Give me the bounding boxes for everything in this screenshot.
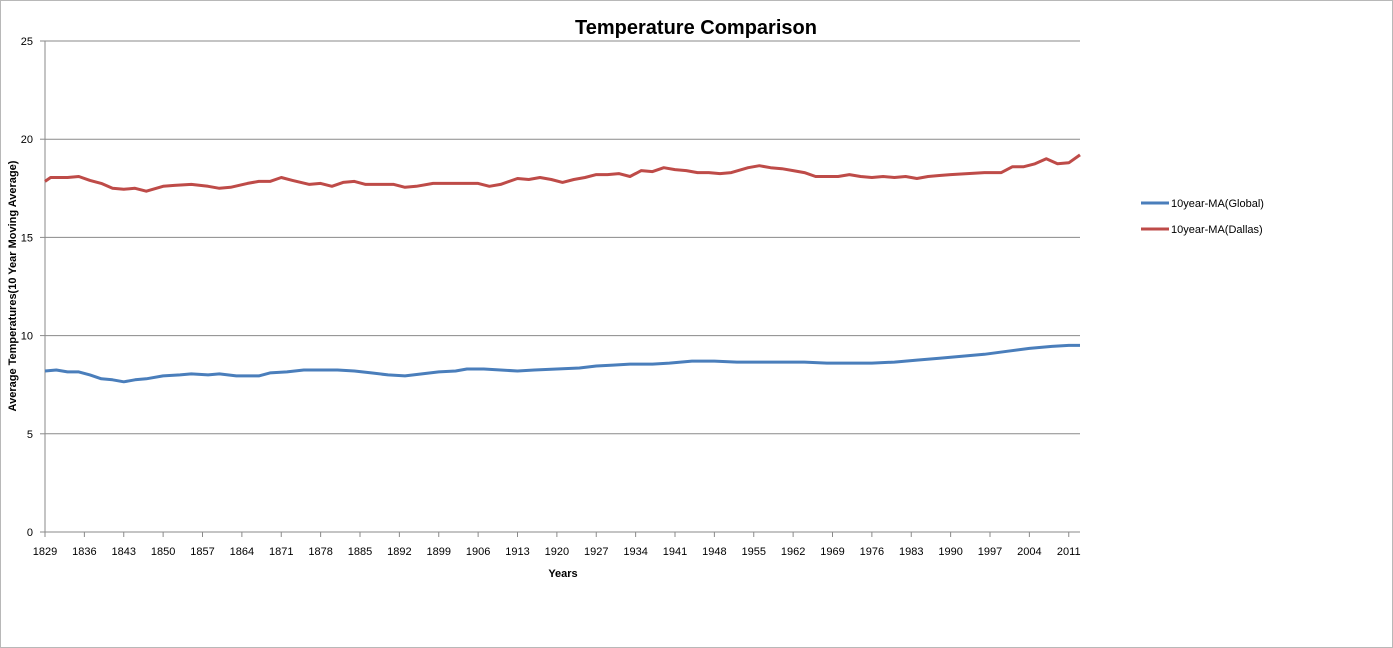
legend-label: 10year-MA(Dallas) xyxy=(1171,224,1263,236)
axes xyxy=(44,41,1080,537)
x-tick-label: 1864 xyxy=(230,546,254,558)
chart-title: Temperature Comparison xyxy=(575,17,817,39)
legend-label: 10year-MA(Global) xyxy=(1171,198,1264,210)
x-tick-label: 2011 xyxy=(1057,546,1081,558)
series-lines xyxy=(44,153,1081,384)
x-tick-label: 2004 xyxy=(1017,546,1041,558)
x-tick-label: 1941 xyxy=(663,546,687,558)
y-tick-label: 5 xyxy=(27,429,33,441)
y-tick-label: 25 xyxy=(21,36,33,48)
x-tick-label: 1934 xyxy=(623,546,647,558)
x-tick-label: 1850 xyxy=(151,546,175,558)
x-tick-label: 1927 xyxy=(584,546,608,558)
x-tick-label: 1843 xyxy=(112,546,136,558)
x-tick-label: 1878 xyxy=(308,546,332,558)
x-tick-label: 1906 xyxy=(466,546,490,558)
y-tick-label: 20 xyxy=(21,134,33,146)
series-line-dallas xyxy=(44,153,1081,193)
y-axis-title: Average Temperatures(10 Year Moving Aver… xyxy=(7,160,19,411)
y-axis-tick-labels: 0 5 10 15 20 25 xyxy=(21,36,33,539)
x-tick-label: 1857 xyxy=(190,546,214,558)
x-tick-label: 1836 xyxy=(72,546,96,558)
legend: 10year-MA(Global) 10year-MA(Dallas) xyxy=(1141,198,1264,236)
x-tick-label: 1871 xyxy=(269,546,293,558)
x-tick-label: 1962 xyxy=(781,546,805,558)
y-tick-label: 0 xyxy=(27,527,33,539)
y-tick-label: 10 xyxy=(21,331,33,343)
x-tick-label: 1969 xyxy=(820,546,844,558)
x-tick-label: 1976 xyxy=(860,546,884,558)
x-tick-label: 1948 xyxy=(702,546,726,558)
x-tick-label: 1920 xyxy=(545,546,569,558)
x-tick-label: 1990 xyxy=(938,546,962,558)
y-tick-label: 15 xyxy=(21,232,33,244)
x-tick-label: 1997 xyxy=(978,546,1002,558)
x-tick-label: 1983 xyxy=(899,546,923,558)
x-tick-label: 1829 xyxy=(33,546,57,558)
x-axis-title: Years xyxy=(548,568,577,580)
x-tick-label: 1899 xyxy=(427,546,451,558)
x-axis-tick-labels: 1829 1836 1843 1850 1857 1864 1871 1878 1885 1892… xyxy=(33,546,1081,558)
x-tick-label: 1955 xyxy=(742,546,766,558)
gridlines xyxy=(40,40,1080,533)
x-tick-label: 1892 xyxy=(387,546,411,558)
x-tick-label: 1885 xyxy=(348,546,372,558)
x-tick-label: 1913 xyxy=(505,546,529,558)
series-line-global xyxy=(44,343,1080,384)
